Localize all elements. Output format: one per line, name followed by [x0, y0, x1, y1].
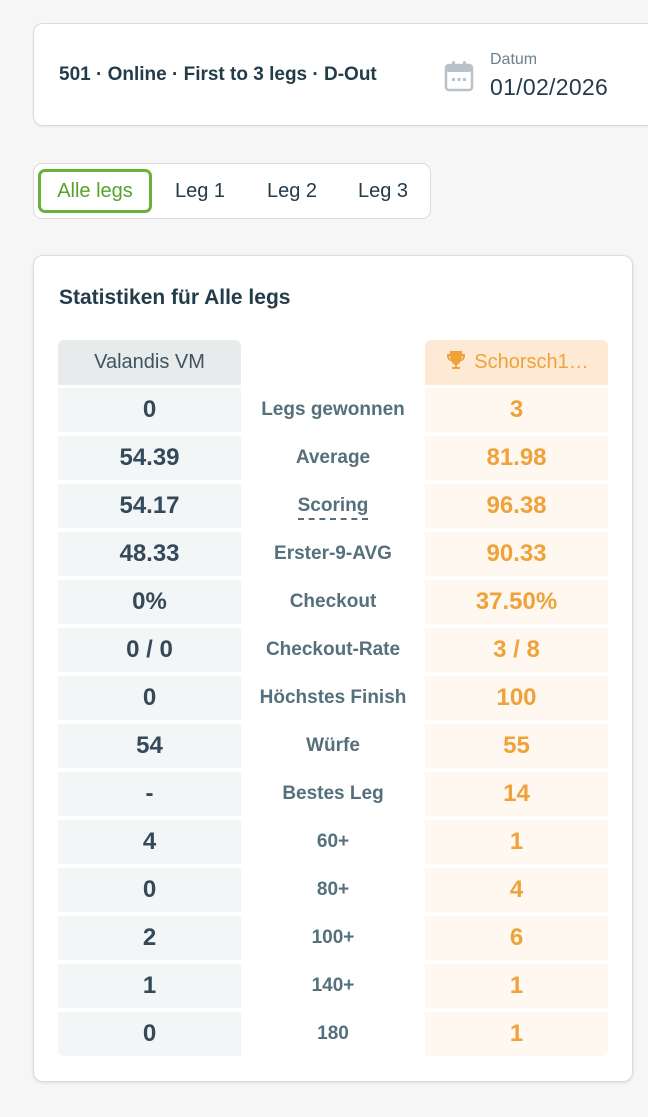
- stat-value-right: 81.98: [425, 436, 608, 480]
- match-info: 501 · Online · First to 3 legs · D-Out: [59, 64, 377, 85]
- stat-label: 140+: [241, 964, 425, 1008]
- stats-row: 0 180 1: [58, 1012, 608, 1056]
- tab-leg-1[interactable]: Leg 1: [174, 180, 226, 202]
- stat-value-left: 0: [58, 676, 241, 720]
- stat-label[interactable]: Scoring: [241, 484, 425, 528]
- stats-row: 0 Legs gewonnen 3: [58, 388, 608, 432]
- stat-label-text: Average: [295, 447, 371, 468]
- stat-value-left: 54.17: [58, 484, 241, 528]
- stat-label: 180: [241, 1012, 425, 1056]
- stat-label-text: Scoring: [297, 495, 369, 520]
- trophy-icon: [447, 351, 466, 369]
- stat-label: Average: [241, 436, 425, 480]
- calendar-icon: [444, 61, 474, 92]
- stat-value-right: 100: [425, 676, 608, 720]
- stat-value-right: 6: [425, 916, 608, 960]
- stats-row: - Bestes Leg 14: [58, 772, 608, 816]
- stat-value-right: 1: [425, 1012, 608, 1056]
- stat-label-text: Checkout-Rate: [265, 639, 401, 660]
- stat-label-text: 80+: [316, 879, 350, 900]
- date-label: Datum: [490, 51, 538, 68]
- stat-label-text: 180: [317, 1023, 349, 1044]
- stats-row: 54.39 Average 81.98: [58, 436, 608, 480]
- stat-value-right: 14: [425, 772, 608, 816]
- stat-label-text: Legs gewonnen: [261, 399, 405, 420]
- player-right-name: Schorsch1…: [474, 351, 589, 373]
- player-left-name: Valandis VM: [94, 351, 205, 373]
- stat-value-right: 1: [425, 964, 608, 1008]
- stat-label-text: Checkout: [289, 591, 377, 612]
- stats-row: 54 Würfe 55: [58, 724, 608, 768]
- player-right-header: Schorsch1…: [425, 340, 608, 385]
- stat-label: Würfe: [241, 724, 425, 768]
- stat-label-text: Höchstes Finish: [259, 687, 407, 708]
- stat-value-right: 4: [425, 868, 608, 912]
- stat-label: 80+: [241, 868, 425, 912]
- stat-label: Legs gewonnen: [241, 388, 425, 432]
- stats-row: 4 60+ 1: [58, 820, 608, 864]
- stat-label: Checkout-Rate: [241, 628, 425, 672]
- stat-value-right: 55: [425, 724, 608, 768]
- stat-value-left: 54: [58, 724, 241, 768]
- tab-all-legs[interactable]: Alle legs: [38, 169, 152, 213]
- stat-value-right: 3: [425, 388, 608, 432]
- stats-row: 2 100+ 6: [58, 916, 608, 960]
- stat-label-text: 140+: [311, 975, 355, 996]
- stat-value-left: 48.33: [58, 532, 241, 576]
- stat-value-left: 0: [58, 388, 241, 432]
- stats-row: 1 140+ 1: [58, 964, 608, 1008]
- stats-title: Statistiken für Alle legs: [59, 286, 291, 309]
- stat-value-left: 2: [58, 916, 241, 960]
- date-value: 01/02/2026: [490, 74, 609, 100]
- stat-value-left: 54.39: [58, 436, 241, 480]
- stat-label: 60+: [241, 820, 425, 864]
- stat-label: Erster-9-AVG: [241, 532, 425, 576]
- stats-row: 54.17 Scoring 96.38: [58, 484, 608, 528]
- stat-value-right: 3 / 8: [425, 628, 608, 672]
- stat-value-left: 1: [58, 964, 241, 1008]
- tab-leg-3[interactable]: Leg 3: [357, 180, 409, 202]
- stat-value-right: 96.38: [425, 484, 608, 528]
- stat-value-left: 0%: [58, 580, 241, 624]
- stats-row: 0 / 0 Checkout-Rate 3 / 8: [58, 628, 608, 672]
- stat-label: Höchstes Finish: [241, 676, 425, 720]
- stat-label-text: Bestes Leg: [282, 783, 384, 804]
- stat-value-left: 0: [58, 868, 241, 912]
- stats-row: 0 Höchstes Finish 100: [58, 676, 608, 720]
- stat-label-text: 60+: [316, 831, 350, 852]
- match-header-card: 501 · Online · First to 3 legs · D-Out D…: [33, 23, 648, 126]
- stat-label-text: 100+: [311, 927, 355, 948]
- stat-label: 100+: [241, 916, 425, 960]
- tab-leg-2[interactable]: Leg 2: [266, 180, 318, 202]
- stats-row: 48.33 Erster-9-AVG 90.33: [58, 532, 608, 576]
- stat-value-left: 4: [58, 820, 241, 864]
- player-left-header: Valandis VM: [58, 340, 241, 385]
- stat-value-right: 90.33: [425, 532, 608, 576]
- stats-row: 0 80+ 4: [58, 868, 608, 912]
- stat-label: Bestes Leg: [241, 772, 425, 816]
- stats-card: Statistiken für Alle legs Valandis VM Sc…: [33, 255, 633, 1082]
- stat-label: Checkout: [241, 580, 425, 624]
- stat-label-text: Würfe: [306, 735, 360, 756]
- stat-value-left: -: [58, 772, 241, 816]
- stats-row: 0% Checkout 37.50%: [58, 580, 608, 624]
- stat-value-right: 37.50%: [425, 580, 608, 624]
- stat-value-left: 0 / 0: [58, 628, 241, 672]
- leg-tabs: Alle legs Leg 1 Leg 2 Leg 3: [33, 163, 431, 219]
- stat-value-left: 0: [58, 1012, 241, 1056]
- stat-label-text: Erster-9-AVG: [274, 543, 392, 564]
- stat-value-right: 1: [425, 820, 608, 864]
